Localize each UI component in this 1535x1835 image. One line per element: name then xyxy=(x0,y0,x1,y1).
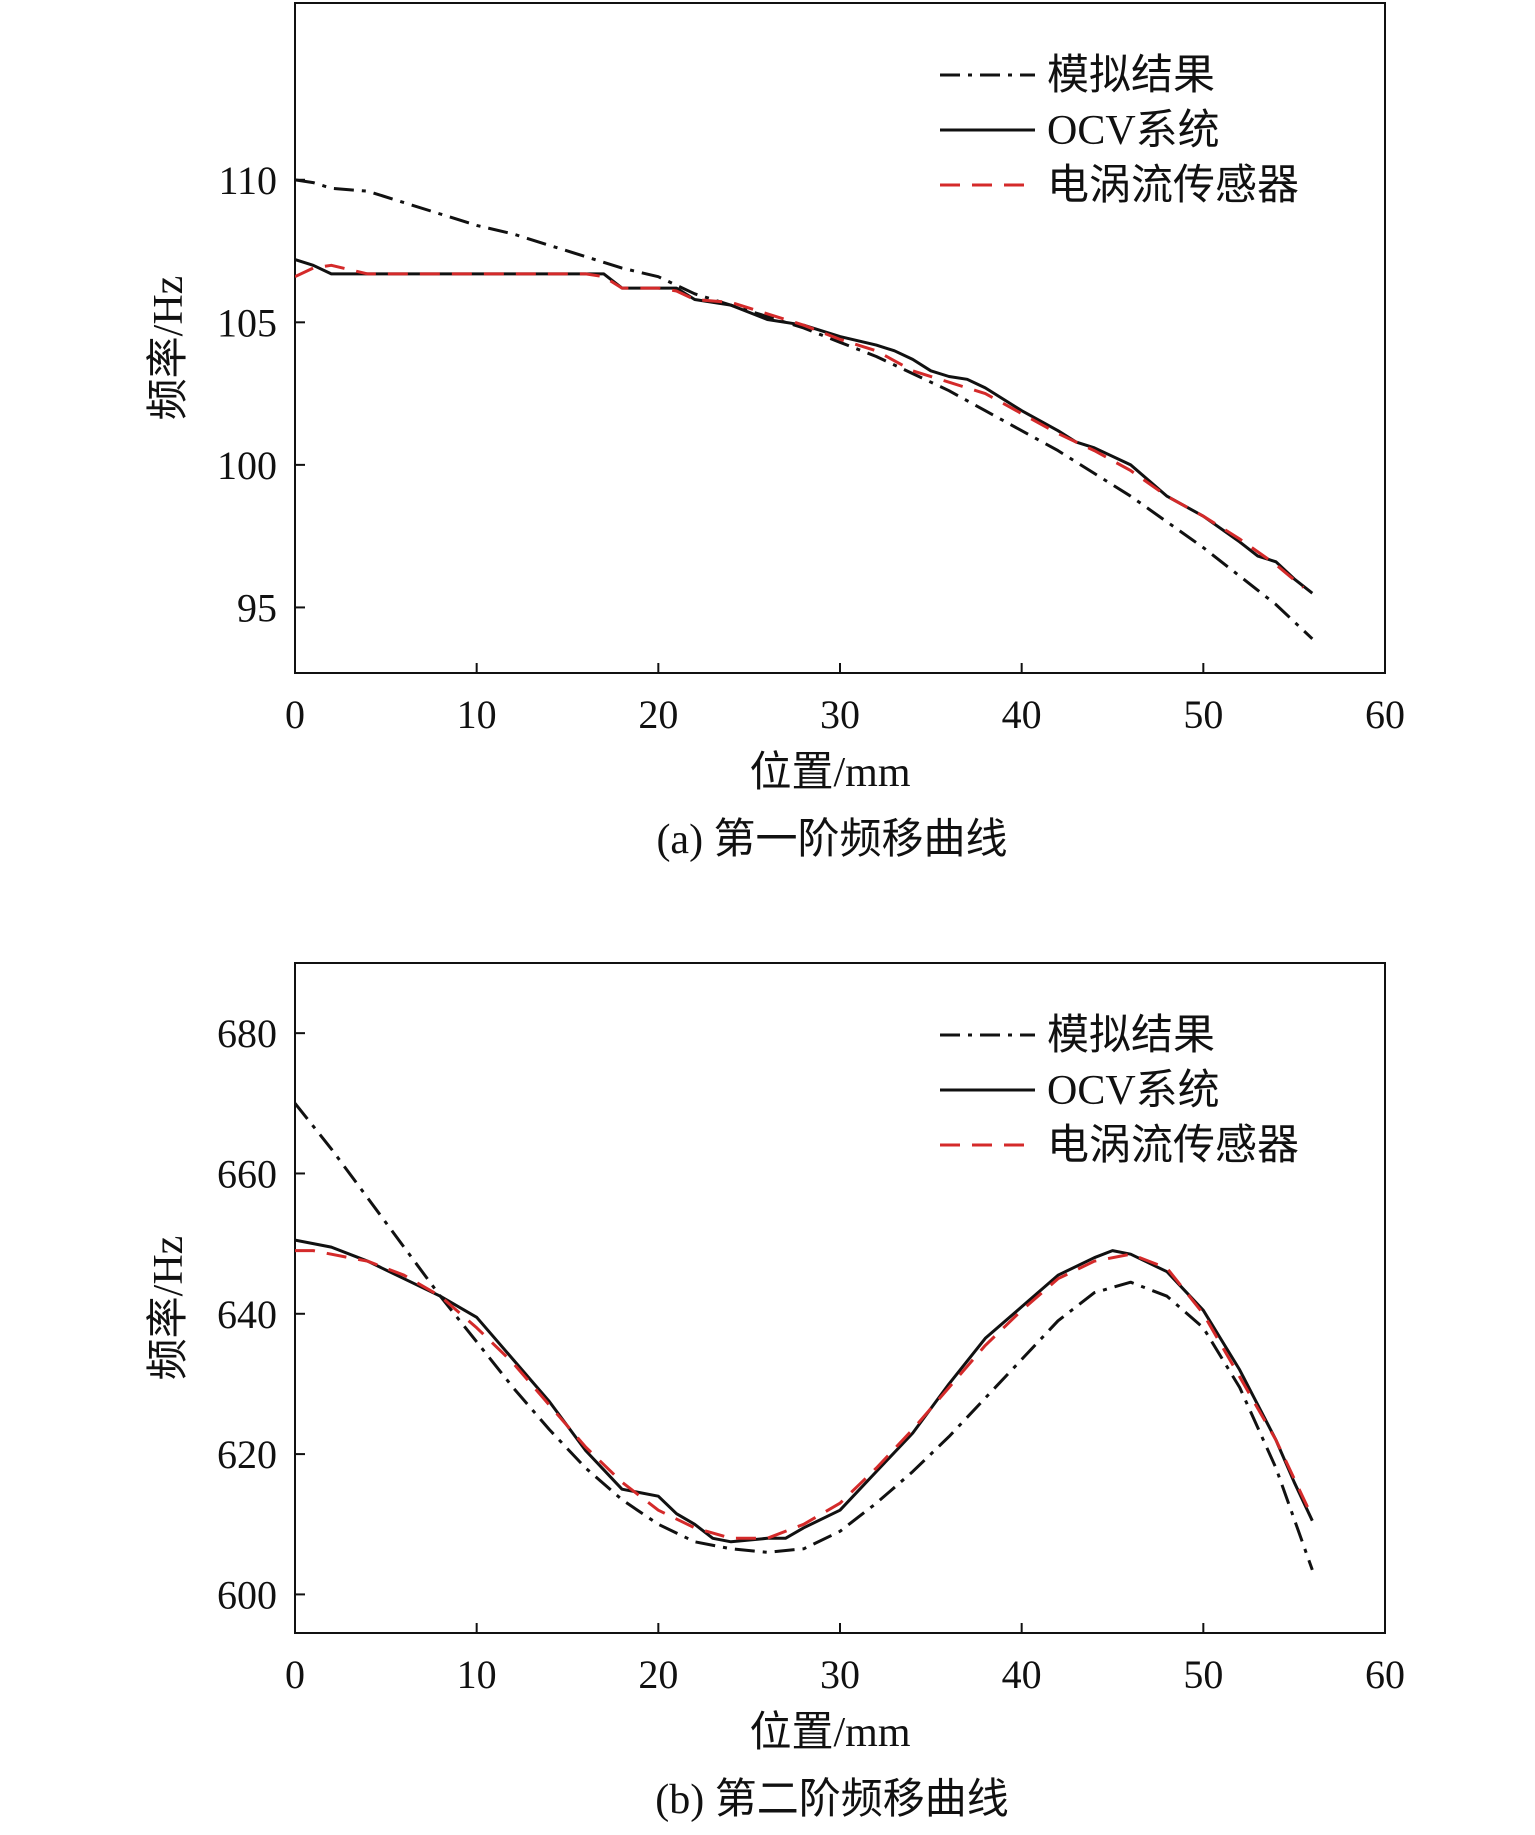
y-tick-label: 600 xyxy=(217,1572,277,1617)
x-tick-label: 0 xyxy=(285,1652,305,1697)
series-group xyxy=(295,178,1314,640)
chart-caption: (a) 第一阶频移曲线 xyxy=(656,817,1007,863)
x-axis-label: 位置/mm xyxy=(749,749,910,796)
series-line-solid xyxy=(295,258,1314,595)
x-axis-label: 位置/mm xyxy=(749,1709,910,1756)
x-tick-label: 10 xyxy=(457,1652,497,1697)
y-axis-label: 频率/Hz xyxy=(145,276,192,421)
x-tick-label: 60 xyxy=(1365,692,1405,737)
legend-label: OCV系统 xyxy=(1047,1068,1220,1114)
legend-label: 模拟结果 xyxy=(1047,53,1215,99)
x-tick-label: 40 xyxy=(1002,692,1042,737)
y-tick-label: 105 xyxy=(217,300,277,345)
series-line-dashdot xyxy=(295,1102,1314,1571)
series-line-dashed xyxy=(295,1249,1314,1540)
y-tick-label: 95 xyxy=(237,585,277,630)
series-line-dashdot xyxy=(295,178,1314,640)
x-tick-label: 50 xyxy=(1183,1652,1223,1697)
chart-a: 0 10 20 30 40 50 60 95 100 105 110 位置/mm 频率/Hz (a) 第一… xyxy=(145,2,1405,863)
legend-label: OCV系统 xyxy=(1047,108,1220,154)
y-tick-label: 680 xyxy=(217,1011,277,1056)
y-tick-label: 620 xyxy=(217,1432,277,1477)
x-tick-label: 30 xyxy=(820,692,860,737)
chart-caption: (b) 第二阶频移曲线 xyxy=(655,1777,1008,1823)
series-line-solid xyxy=(295,1238,1314,1544)
x-tick-label: 0 xyxy=(285,692,305,737)
y-tick-label: 110 xyxy=(218,158,277,203)
legend-label: 电涡流传感器 xyxy=(1047,163,1299,209)
x-tick-label: 20 xyxy=(638,1652,678,1697)
y-tick-label: 640 xyxy=(217,1292,277,1337)
y-tick-label: 100 xyxy=(217,443,277,488)
x-tick-label: 50 xyxy=(1183,692,1223,737)
legend-label: 模拟结果 xyxy=(1047,1013,1215,1059)
x-tick-label: 40 xyxy=(1002,1652,1042,1697)
x-tick-label: 30 xyxy=(820,1652,860,1697)
y-tick-label: 660 xyxy=(217,1151,277,1196)
x-tick-label: 20 xyxy=(638,692,678,737)
legend-label: 电涡流传感器 xyxy=(1047,1123,1299,1169)
x-tick-label: 60 xyxy=(1365,1652,1405,1697)
chart-b: 0 10 20 30 40 50 60 600 620 640 660 680 位置/mm 频率/Hz (b… xyxy=(145,962,1405,1823)
series-line-dashed xyxy=(295,263,1305,589)
x-tick-label: 10 xyxy=(457,692,497,737)
y-axis-label: 频率/Hz xyxy=(145,1236,192,1381)
series-group xyxy=(295,1102,1314,1571)
